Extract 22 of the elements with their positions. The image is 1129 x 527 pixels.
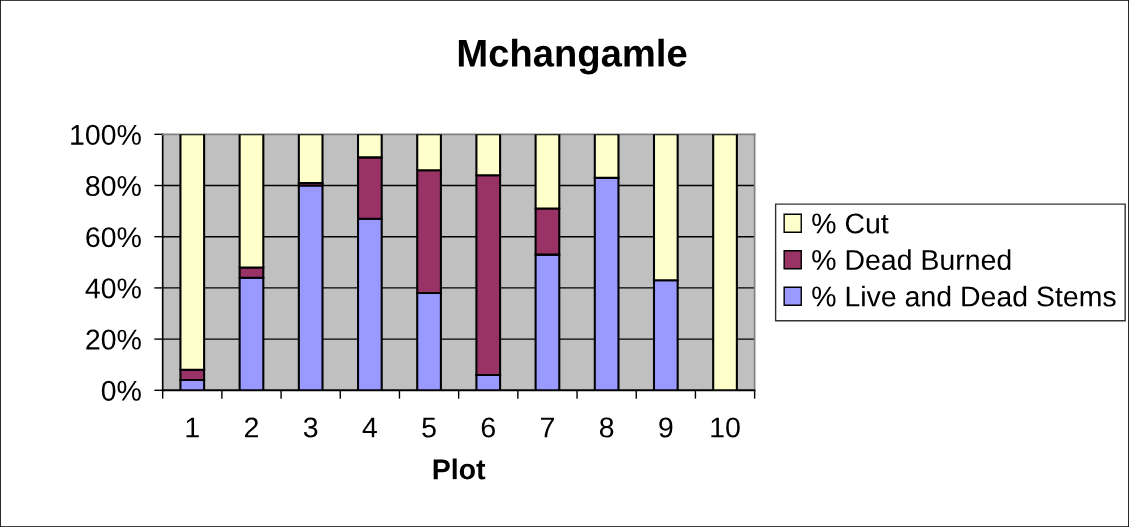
y-tick-label: 80% [86, 175, 141, 197]
x-tick-label: 4 [362, 417, 377, 438]
y-tick-label: 100% [71, 124, 141, 145]
chart-title: Mchangamle [458, 38, 687, 75]
legend-label: % Live and Dead Stems [812, 285, 1116, 307]
x-tick-label: 7 [540, 417, 554, 438]
x-tick-label: 5 [422, 417, 436, 438]
x-tick-label: 2 [244, 417, 258, 438]
x-tick-label: 10 [711, 417, 740, 438]
y-tick-label: 40% [85, 278, 141, 299]
y-tick-label: 0% [101, 380, 141, 401]
legend-label: % Cut [812, 213, 889, 234]
x-tick-label: 1 [186, 417, 199, 438]
x-tick-label: 3 [303, 417, 318, 438]
x-tick-label: 6 [481, 417, 495, 438]
bar [297, 134, 324, 185]
x-tick-label: 9 [659, 417, 673, 438]
y-tick-label: 20% [86, 329, 141, 350]
y-tick-label: 60% [86, 227, 141, 248]
legend-label: % Dead Burned [812, 249, 1011, 271]
x-tick-label: 8 [599, 417, 614, 438]
x-axis-title: Plot [433, 458, 486, 480]
